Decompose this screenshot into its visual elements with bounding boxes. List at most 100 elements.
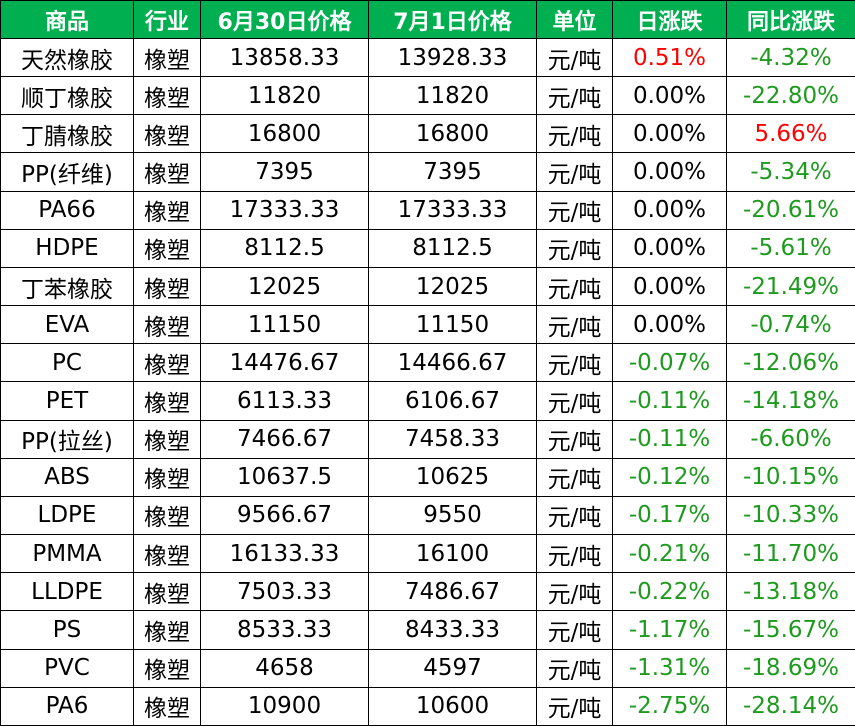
table-row: EVA 橡塑 11150 11150 元/吨 0.00% -0.74% [0,305,855,345]
table-cell: -14.18% [726,381,855,421]
table-cell: -6.60% [726,419,855,459]
table-cell: 5.66% [726,114,855,154]
table-cell: -4.32% [726,37,855,78]
table-cell: 11820 [200,76,369,116]
header-cell: 同比涨跌 [726,0,855,39]
table-cell: 17333.33 [368,190,537,230]
header-cell: 商品 [0,0,134,39]
table-cell: HDPE [0,228,134,268]
table-cell: 元/吨 [536,266,613,307]
table-cell: 橡塑 [133,457,201,497]
table-cell: -0.21% [612,534,727,574]
table-cell: 元/吨 [536,686,613,726]
table-cell: 4658 [200,648,369,688]
table-cell: 7486.67 [368,572,537,612]
table-row: PET 橡塑 6113.33 6106.67 元/吨 -0.11% -14.18% [0,381,855,421]
table-cell: -0.17% [612,495,727,536]
table-cell: 8112.5 [200,228,369,268]
table-cell: 4597 [368,648,537,688]
table-cell: -5.61% [726,228,855,268]
table-cell: PVC [0,648,134,688]
table-cell: 元/吨 [536,343,613,383]
table-cell: -11.70% [726,534,855,574]
table-cell: 9566.67 [200,495,369,536]
table-cell: 10900 [200,686,369,726]
table-cell: 元/吨 [536,228,613,268]
table-cell: 元/吨 [536,76,613,116]
table-cell: 橡塑 [133,266,201,307]
table-cell: 12025 [200,266,369,307]
table-cell: 8112.5 [368,228,537,268]
table-cell: 橡塑 [133,610,201,650]
table-cell: LDPE [0,495,134,536]
table-cell: 元/吨 [536,381,613,421]
table-cell: PET [0,381,134,421]
table-cell: 11150 [200,305,369,345]
table-cell: 0.00% [612,152,727,192]
table-cell: 0.00% [612,305,727,345]
table-cell: -0.07% [612,343,727,383]
table-cell: 橡塑 [133,381,201,421]
table-cell: 16133.33 [200,534,369,574]
table-cell: -22.80% [726,76,855,116]
table-cell: 12025 [368,266,537,307]
table-cell: -2.75% [612,686,727,726]
table-row: HDPE 橡塑 8112.5 8112.5 元/吨 0.00% -5.61% [0,228,855,268]
table-cell: 13928.33 [368,37,537,78]
table-cell: 0.00% [612,266,727,307]
table-cell: 橡塑 [133,152,201,192]
table-cell: 元/吨 [536,419,613,459]
table-cell: 橡塑 [133,419,201,459]
table-cell: -0.22% [612,572,727,612]
table-cell: 7395 [368,152,537,192]
table-cell: 橡塑 [133,228,201,268]
table-cell: 元/吨 [536,495,613,536]
table-row: ABS 橡塑 10637.5 10625 元/吨 -0.12% -10.15% [0,457,855,497]
table-row: 顺丁橡胶 橡塑 11820 11820 元/吨 0.00% -22.80% [0,76,855,116]
table-cell: 14476.67 [200,343,369,383]
table-cell: 橡塑 [133,572,201,612]
header-cell: 行业 [133,0,201,39]
table-cell: 10600 [368,686,537,726]
table-cell: 元/吨 [536,152,613,192]
table-row: LLDPE 橡塑 7503.33 7486.67 元/吨 -0.22% -13.18% [0,572,855,612]
table-cell: 元/吨 [536,37,613,78]
table-cell: 元/吨 [536,648,613,688]
table-cell: 0.51% [612,37,727,78]
table-cell: 9550 [368,495,537,536]
table-cell: 元/吨 [536,114,613,154]
table-cell: 橡塑 [133,114,201,154]
table-cell: 橡塑 [133,648,201,688]
table-cell: 16800 [200,114,369,154]
table-cell: PS [0,610,134,650]
header-cell: 7月1日价格 [368,0,537,39]
table-cell: 橡塑 [133,76,201,116]
table-cell: LLDPE [0,572,134,612]
table-row: PP(拉丝) 橡塑 7466.67 7458.33 元/吨 -0.11% -6.60% [0,419,855,459]
table-cell: -12.06% [726,343,855,383]
table-cell: PMMA [0,534,134,574]
table-cell: 11150 [368,305,537,345]
table-cell: 11820 [368,76,537,116]
table-cell: 16100 [368,534,537,574]
table-cell: 元/吨 [536,190,613,230]
table-cell: 8433.33 [368,610,537,650]
table-cell: 7466.67 [200,419,369,459]
table-cell: 6106.67 [368,381,537,421]
table-cell: -0.12% [612,457,727,497]
table-cell: -0.11% [612,419,727,459]
table-row: PC 橡塑 14476.67 14466.67 元/吨 -0.07% -12.06% [0,343,855,383]
table-cell: 元/吨 [536,610,613,650]
table-cell: 橡塑 [133,343,201,383]
table-cell: -13.18% [726,572,855,612]
table-cell: 顺丁橡胶 [0,76,134,116]
table-cell: -10.33% [726,495,855,536]
table-cell: 元/吨 [536,305,613,345]
table-cell: -28.14% [726,686,855,726]
table-cell: 17333.33 [200,190,369,230]
header-cell: 日涨跌 [612,0,727,39]
table-row: PMMA 橡塑 16133.33 16100 元/吨 -0.21% -11.70% [0,534,855,574]
table-cell: 7458.33 [368,419,537,459]
table-row: PA66 橡塑 17333.33 17333.33 元/吨 0.00% -20.61% [0,190,855,230]
table-cell: 8533.33 [200,610,369,650]
